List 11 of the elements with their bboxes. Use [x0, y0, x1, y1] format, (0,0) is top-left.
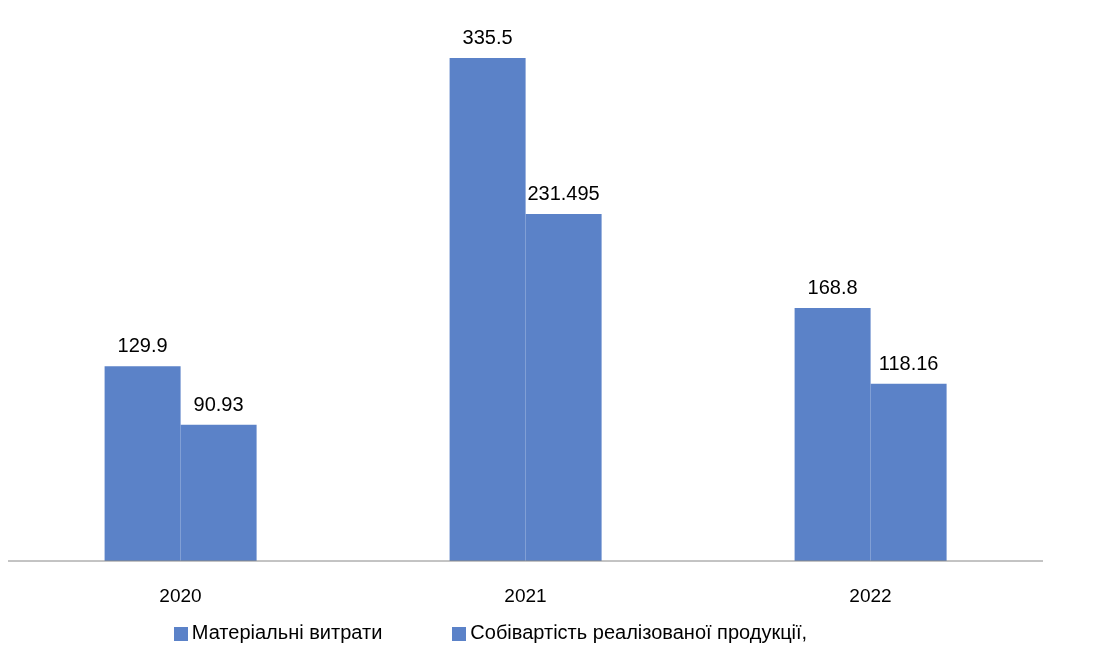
x-tick-label: 2022 [849, 585, 892, 607]
data-label: 168.8 [807, 275, 858, 298]
legend-label: Матеріальні витрати [191, 621, 383, 643]
data-label: 335.5 [462, 26, 513, 48]
data-label: 129.9 [117, 334, 168, 357]
data-label: 231.495 [527, 181, 600, 204]
data-label: 90.93 [193, 392, 244, 415]
data-label: 118.16 [878, 351, 939, 374]
x-tick-label: 2020 [159, 585, 202, 607]
x-tick-label: 2021 [504, 585, 547, 607]
legend-label: Собівартість реалізованої продукції, [470, 621, 808, 643]
